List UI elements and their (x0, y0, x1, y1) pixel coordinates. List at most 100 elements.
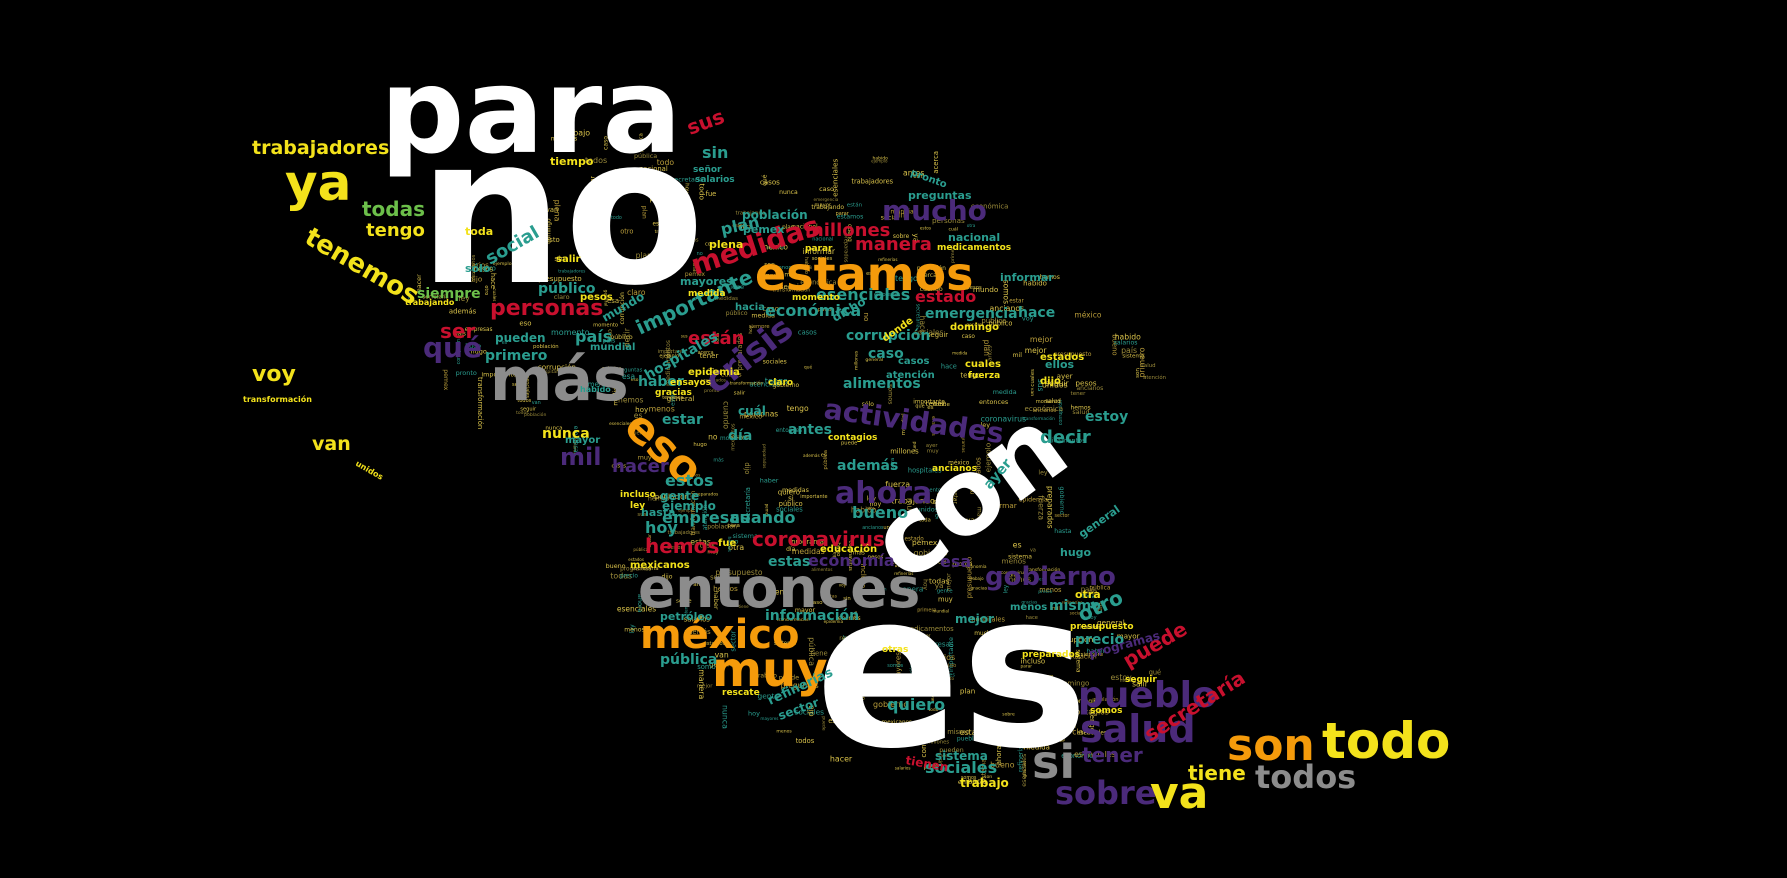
filler-word: van (1029, 388, 1034, 397)
filler-word: trabajando (891, 497, 935, 506)
filler-word: mundo (973, 285, 999, 294)
cloud-word: sin (702, 143, 728, 162)
filler-word: cuando (1053, 698, 1070, 704)
filler-word: ayer (1057, 371, 1073, 380)
filler-word: sin (936, 758, 942, 765)
filler-word: mejor (968, 475, 976, 494)
filler-word: sector (1055, 513, 1070, 519)
filler-word: mucho (974, 631, 994, 637)
filler-word: menos (533, 184, 539, 203)
filler-word: entonces (979, 398, 1009, 406)
filler-word: entonces (958, 778, 988, 786)
filler-word: unidos (1042, 381, 1068, 390)
filler-word: eso (631, 378, 639, 383)
filler-word: puede (820, 716, 826, 731)
filler-word: muy (638, 453, 652, 461)
cloud-word: mucho (882, 194, 987, 227)
cloud-word: qué (423, 331, 482, 364)
filler-word: mundial (901, 413, 907, 435)
filler-word: bueno (990, 761, 1015, 770)
filler-word: hospitales (908, 467, 942, 475)
cloud-word: ser (440, 319, 475, 343)
cloud-word: estar (662, 412, 703, 428)
filler-word: mundial (890, 208, 915, 215)
cloud-word: cuando (730, 508, 796, 527)
filler-word: atención (1143, 374, 1166, 381)
filler-word: salarios (684, 616, 711, 624)
filler-word: habido (851, 506, 877, 515)
filler-word: ya (935, 581, 944, 590)
filler-word: más (784, 272, 796, 279)
cloud-word: trabajando (405, 298, 455, 307)
word-layer: paranoesconentoncesmásestamosméxicomuyes… (243, 42, 1450, 819)
filler-word: población (707, 523, 737, 531)
filler-word: pública (981, 317, 1006, 325)
cloud-word: domingo (950, 322, 999, 333)
cloud-word: hasta (641, 506, 675, 519)
filler-word: sociales (795, 707, 825, 716)
filler-word: público (726, 310, 748, 317)
filler-word: hace (941, 362, 957, 370)
filler-word: empresas (572, 426, 579, 456)
filler-word: plan (641, 206, 648, 219)
filler-word: mismo (947, 728, 969, 736)
filler-word: esenciales (524, 373, 530, 399)
cloud-word: mil (560, 443, 601, 471)
filler-word: sobre (1002, 712, 1015, 718)
filler-word: hugo (471, 348, 487, 356)
filler-word: además (803, 453, 820, 458)
filler-word: salir (1132, 679, 1149, 688)
filler-word: preparados (701, 377, 727, 383)
filler-word: general (667, 394, 695, 403)
filler-word: estar (866, 271, 880, 277)
cloud-word: ensayos (670, 378, 711, 388)
filler-word: todos (864, 724, 869, 735)
filler-word: cuando (721, 401, 730, 429)
filler-word: gobierno (873, 700, 908, 709)
filler-word: acerca (917, 273, 937, 279)
filler-word: trabajadores (668, 530, 701, 536)
filler-word: social (1070, 610, 1082, 616)
filler-word: ley (1004, 584, 1010, 593)
filler-word: con (913, 173, 924, 180)
filler-word: medicamentos (665, 340, 672, 386)
filler-word: cuál (949, 226, 959, 233)
filler-word: pública (1089, 585, 1110, 592)
filler-word: medicamentos (663, 238, 699, 244)
filler-word: donde (933, 402, 951, 408)
filler-word: público (989, 320, 1013, 328)
filler-word: día (1096, 602, 1104, 612)
filler-word: fuerza (885, 480, 910, 489)
filler-word: trabajadores (851, 178, 893, 186)
filler-word: sistema (1008, 553, 1032, 560)
filler-word: manera (697, 669, 706, 699)
filler-word: puede (878, 674, 902, 683)
filler-word: tener (700, 352, 719, 360)
cloud-word: hoy (645, 518, 678, 537)
filler-word: somos (887, 384, 894, 404)
filler-word: muy (927, 449, 940, 455)
cloud-word: bueno (852, 503, 908, 522)
filler-word: general (935, 514, 957, 520)
cloud-word: medida (688, 289, 726, 299)
filler-word: parar (1021, 664, 1033, 670)
filler-word: parar (590, 175, 597, 192)
filler-word: nacional (812, 236, 833, 242)
filler-word: tengo (960, 371, 981, 380)
filler-word: esenciales (609, 421, 632, 427)
cloud-word: ya (285, 154, 351, 212)
filler-word: hoy (748, 325, 754, 333)
cloud-word: alimentos (843, 376, 921, 392)
filler-word: méxico (739, 412, 762, 420)
filler-word: para (727, 523, 740, 529)
filler-word: plan (782, 225, 795, 231)
filler-word: ellos (987, 681, 1005, 690)
filler-word: presupuesto (966, 557, 974, 598)
filler-word: sistema (980, 759, 988, 784)
filler-word: primero (950, 245, 956, 263)
filler-word: hoy (684, 183, 690, 194)
cloud-word: esa (940, 552, 971, 571)
cloud-word: precio (1075, 632, 1125, 648)
filler-word: informar (985, 501, 1017, 510)
